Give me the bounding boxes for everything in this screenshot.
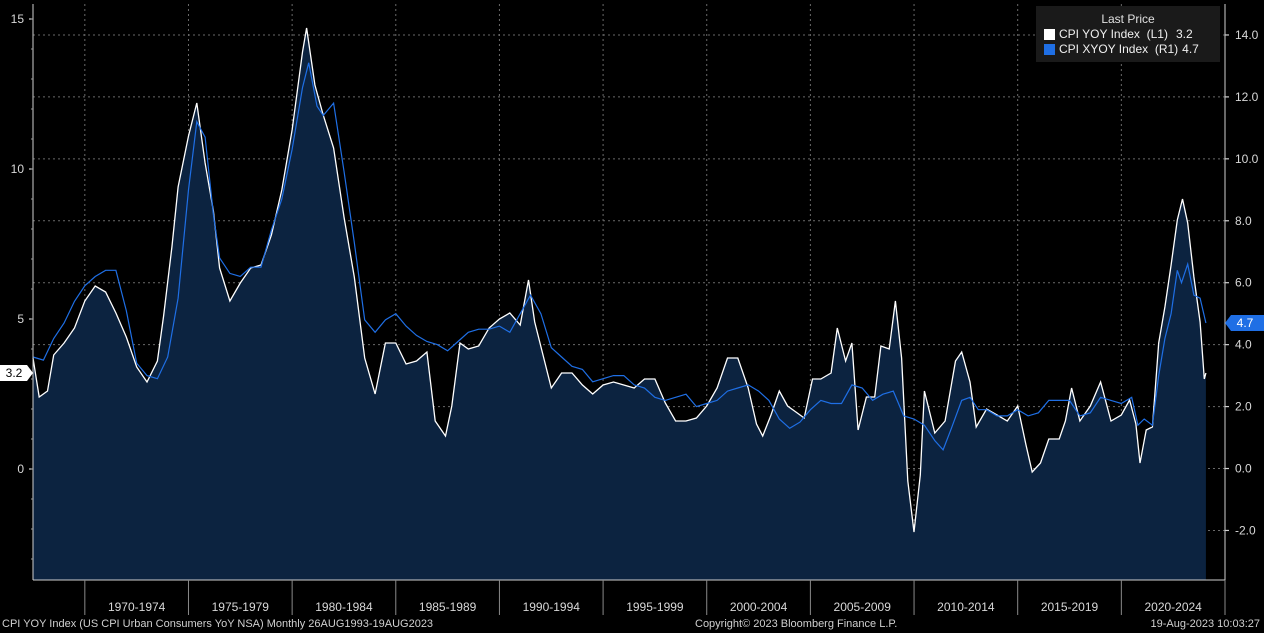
- x-axis-label: 1980-1984: [315, 600, 373, 614]
- footer-security-description: CPI YOY Index (US CPI Urban Consumers Yo…: [2, 618, 434, 630]
- legend-last-value: 3.2: [1175, 27, 1193, 41]
- legend-entry-cpi-xyoy[interactable]: CPI XYOY Index (R1) 4.7: [1044, 42, 1220, 56]
- x-axis-label: 1985-1989: [419, 600, 477, 614]
- x-axis-label: 2000-2004: [730, 600, 788, 614]
- left-tick-label: 0: [17, 462, 24, 476]
- legend-swatch-blue: [1044, 43, 1055, 55]
- right-tick-label: 14.0: [1235, 28, 1259, 42]
- right-tick-label: 8.0: [1235, 214, 1252, 228]
- left-tick-label: 5: [17, 312, 24, 326]
- x-axis-label: 2005-2009: [834, 600, 892, 614]
- last-price-tags: 3.2 4.7: [0, 314, 1264, 381]
- right-tick-label: 10.0: [1235, 152, 1259, 166]
- legend-label: CPI YOY Index (L1): [1059, 27, 1168, 41]
- legend-last-value: 4.7: [1182, 42, 1199, 56]
- cpi-yoy-area: [33, 28, 1206, 580]
- footer-timestamp: 19-Aug-2023 10:03:27: [1150, 618, 1260, 630]
- chart-canvas: 15 10 5 0 14.0 12.0 10.0 8.0 6.0 4.0 2.0 0.0 -2.0 1…: [0, 4, 1264, 615]
- left-axis: 15 10 5 0: [11, 12, 33, 560]
- footer-copyright: Copyright© 2023 Bloomberg Finance L.P.: [695, 618, 898, 630]
- last-price-tag-right: [1225, 314, 1264, 331]
- legend-header: Last Price: [1101, 12, 1155, 26]
- right-tick-label: 4.0: [1235, 338, 1252, 352]
- cpi-yoy-line: [32, 27, 1207, 533]
- legend-entry-cpi-yoy[interactable]: CPI YOY Index (L1) 3.2: [1044, 27, 1220, 41]
- x-axis-label: 1995-1999: [626, 600, 684, 614]
- right-tick-label: 2.0: [1235, 400, 1252, 414]
- right-tick-label: 6.0: [1235, 276, 1252, 290]
- x-axis-label: 2015-2019: [1041, 600, 1099, 614]
- cpi-xyoy-line: [32, 62, 1207, 452]
- plot-frame: [32, 4, 1226, 581]
- legend-label: CPI XYOY Index (R1): [1059, 42, 1179, 56]
- x-axis-label: 1970-1974: [108, 600, 166, 614]
- right-tick-label: 0.0: [1235, 462, 1252, 476]
- x-axis-label: 1990-1994: [523, 600, 581, 614]
- x-axis-label: 2020-2024: [1144, 600, 1202, 614]
- x-axis-label: 2010-2014: [937, 600, 995, 614]
- last-price-tag-right-label: 4.7: [1237, 316, 1254, 330]
- right-tick-label: -2.0: [1235, 523, 1256, 537]
- legend: Last Price CPI YOY Index (L1) 3.2 CPI XY…: [1036, 6, 1220, 62]
- last-price-tag-left-label: 3.2: [6, 366, 23, 380]
- last-price-tag-left: [0, 365, 33, 381]
- right-tick-label: 12.0: [1235, 90, 1259, 104]
- left-tick-label: 15: [11, 12, 25, 26]
- legend-swatch-white: [1044, 28, 1055, 40]
- left-tick-label: 10: [11, 162, 25, 176]
- right-axis: 14.0 12.0 10.0 8.0 6.0 4.0 2.0 0.0 -2.0: [1225, 28, 1259, 537]
- x-axis: 1970-1974 1975-1979 1980-1984 1985-1989 1990…: [84, 580, 1226, 615]
- x-axis-label: 1975-1979: [212, 600, 270, 614]
